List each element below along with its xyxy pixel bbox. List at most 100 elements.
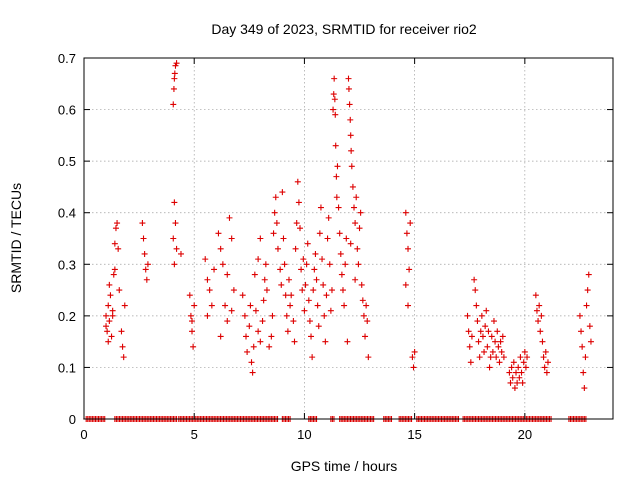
- data-point: [295, 199, 302, 206]
- y-tick-label: 0: [69, 412, 76, 427]
- plot-frame: [83, 57, 614, 420]
- data-point: [247, 302, 254, 309]
- data-point: [347, 240, 354, 247]
- data-point: [306, 318, 313, 325]
- data-point: [342, 261, 349, 268]
- data-point: [330, 106, 337, 113]
- data-point: [271, 209, 278, 216]
- data-point: [483, 307, 490, 314]
- data-point: [206, 287, 213, 294]
- data-point: [228, 235, 235, 242]
- data-point: [255, 328, 262, 335]
- data-point: [403, 230, 410, 237]
- y-tick-label: 0.6: [58, 103, 76, 118]
- data-point: [173, 60, 180, 67]
- data-point: [544, 359, 551, 366]
- data-point: [103, 312, 110, 319]
- data-point: [106, 318, 113, 325]
- data-point: [187, 312, 194, 319]
- data-point: [304, 240, 311, 247]
- data-point: [352, 220, 359, 227]
- data-point: [111, 240, 118, 247]
- data-point: [543, 369, 550, 376]
- data-point: [474, 318, 481, 325]
- data-point: [262, 261, 269, 268]
- x-tick-label: 10: [297, 427, 311, 442]
- data-point: [576, 312, 583, 319]
- data-point: [141, 250, 148, 257]
- data-point: [244, 348, 251, 355]
- y-tick-label: 0.4: [58, 206, 76, 221]
- data-point: [344, 338, 351, 345]
- data-point: [177, 250, 184, 257]
- data-point: [250, 343, 257, 350]
- data-point: [359, 297, 366, 304]
- data-point: [269, 312, 276, 319]
- data-point: [316, 230, 323, 237]
- data-point: [493, 354, 500, 361]
- data-point: [105, 302, 112, 309]
- data-point: [322, 338, 329, 345]
- data-point: [292, 245, 299, 252]
- data-point: [492, 338, 499, 345]
- data-point: [508, 364, 515, 371]
- data-point: [513, 369, 520, 376]
- data-point: [339, 287, 346, 294]
- data-point: [341, 302, 348, 309]
- data-point: [108, 333, 115, 340]
- axis-ticks: 0 0.1 0.2 0.3 0.4 0.5 0.6 0.7 0 5 10 15 20: [58, 51, 613, 442]
- data-point: [320, 281, 327, 288]
- data-point: [540, 354, 547, 361]
- data-point: [121, 302, 128, 309]
- data-point: [186, 292, 193, 299]
- data-point: [172, 220, 179, 227]
- data-point: [310, 287, 317, 294]
- data-point: [215, 230, 222, 237]
- data-point: [510, 359, 517, 366]
- x-axis-label: GPS time / hours: [291, 458, 398, 474]
- data-point: [407, 220, 414, 227]
- data-point: [331, 96, 338, 103]
- data-point: [347, 116, 354, 123]
- data-point: [494, 328, 501, 335]
- data-point: [411, 348, 418, 355]
- data-point: [282, 292, 289, 299]
- data-point: [230, 287, 237, 294]
- data-point: [208, 302, 215, 309]
- data-point: [305, 297, 312, 304]
- data-point: [241, 312, 248, 319]
- data-point: [580, 369, 587, 376]
- data-point: [481, 348, 488, 355]
- data-point: [519, 379, 526, 386]
- data-point: [274, 245, 281, 252]
- data-point: [507, 379, 514, 386]
- x-tick-label: 5: [191, 427, 198, 442]
- data-point: [298, 266, 305, 273]
- data-point: [539, 338, 546, 345]
- data-point: [114, 220, 121, 227]
- data-point: [500, 354, 507, 361]
- data-point: [355, 261, 362, 268]
- data-point: [506, 369, 513, 376]
- data-point: [287, 302, 294, 309]
- data-point: [360, 312, 367, 319]
- data-point: [327, 307, 334, 314]
- data-point: [516, 374, 523, 381]
- data-point: [217, 333, 224, 340]
- x-tick-label: 0: [80, 427, 87, 442]
- data-point: [281, 261, 288, 268]
- data-point: [272, 194, 279, 201]
- data-point: [466, 343, 473, 350]
- data-point: [268, 333, 275, 340]
- data-point: [343, 235, 350, 242]
- data-point: [142, 266, 149, 273]
- data-point: [104, 328, 111, 335]
- data-point: [538, 312, 545, 319]
- data-point: [222, 302, 229, 309]
- data-point: [170, 101, 177, 108]
- y-tick-label: 0.1: [58, 360, 76, 375]
- data-point: [219, 261, 226, 268]
- data-point: [224, 271, 231, 278]
- data-point: [330, 91, 337, 98]
- data-point: [349, 183, 356, 190]
